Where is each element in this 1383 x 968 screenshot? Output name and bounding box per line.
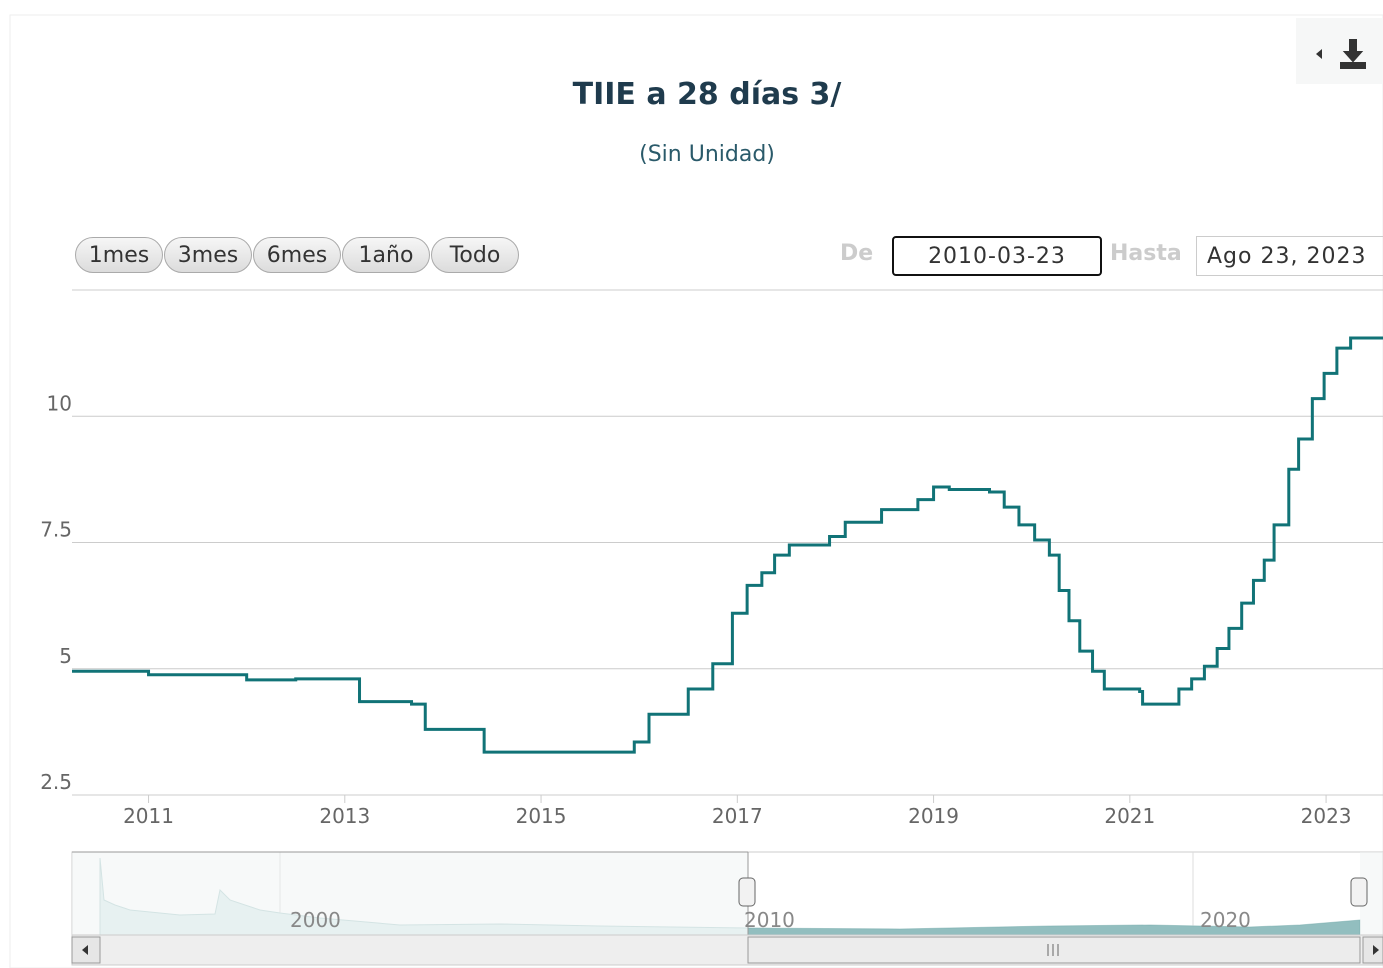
series-line [72,336,1383,754]
navigator-handle[interactable] [1350,877,1368,907]
chart-subtitle: (Sin Unidad) [639,142,775,167]
range-button[interactable]: 1mes [75,237,163,273]
x-tick-label: 2013 [319,804,370,828]
navigator-handle[interactable] [738,877,756,907]
chart-title: TIIE a 28 días 3/ [573,77,842,112]
scrollbar-grip [1047,944,1059,956]
range-button[interactable]: 3mes [164,237,252,273]
y-tick-label: 7.5 [40,518,72,542]
x-tick-label: 2021 [1104,804,1155,828]
navigator-label: 2000 [290,908,341,932]
navigator-label: 2010 [744,908,795,932]
scrollbar-thumb[interactable] [747,936,1361,964]
export-button[interactable] [1296,18,1383,84]
scroll-arrow [1373,945,1379,955]
range-button[interactable]: 6mes [253,237,341,273]
navigator-selected-series [748,920,1360,935]
x-tick-label: 2019 [908,804,959,828]
plot-area: 2.5 5 7.5 10 2011 2013 2015 2017 2019 2021 2023 [40,336,1383,828]
range-button[interactable]: 1año [342,237,430,273]
export-arrow [1316,49,1322,59]
y-tick-label: 5 [59,644,72,668]
navigator-mask [1360,852,1383,935]
y-tick-label: 10 [47,391,72,415]
to-label: Hasta [1110,241,1182,266]
frame [9,14,1383,968]
x-tick-label: 2017 [712,804,763,828]
x-tick-label: 2011 [123,804,174,828]
to-input[interactable]: Ago 23, 2023 [1196,236,1383,276]
from-input[interactable]: 2010-03-23 [892,236,1102,276]
navigator-mask [72,852,748,935]
x-tick-label: 2023 [1301,804,1352,828]
x-tick-label: 2015 [516,804,567,828]
scroll-arrow [82,945,88,955]
from-label: De [840,241,874,266]
navigator-label: 2020 [1200,908,1251,932]
range-button[interactable]: Todo [431,237,519,273]
y-tick-label: 2.5 [40,770,72,794]
download-icon [1340,39,1366,69]
